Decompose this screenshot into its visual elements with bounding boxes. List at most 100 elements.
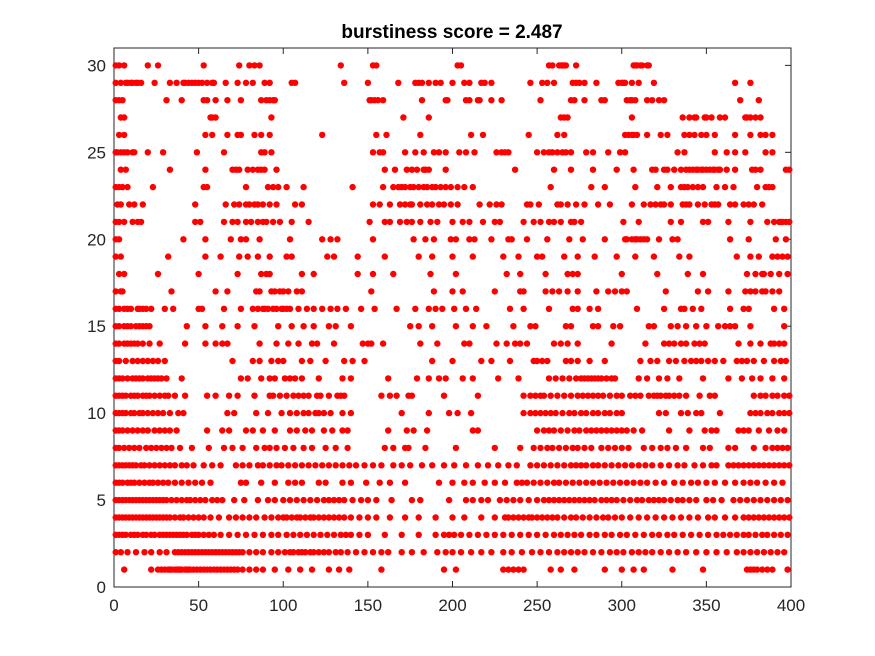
spike-point [508, 549, 515, 556]
spike-point [581, 97, 588, 104]
spike-point [544, 357, 551, 365]
spike-point [679, 531, 686, 538]
spike-point [203, 183, 211, 191]
spike-point [219, 427, 226, 434]
spike-point [572, 462, 580, 469]
spike-point [203, 97, 211, 104]
spike-point [386, 514, 394, 521]
spike-point [554, 462, 561, 469]
spike-point [527, 462, 534, 469]
spike-point [496, 218, 504, 226]
spike-point [137, 79, 145, 87]
spike-point [373, 131, 380, 139]
spike-point [293, 427, 300, 434]
spike-point [755, 462, 762, 469]
spike-point [298, 288, 306, 295]
spike-point [158, 375, 165, 382]
spike-point [474, 462, 482, 469]
spike-point [628, 201, 636, 208]
spike-point [320, 496, 328, 504]
spike-point [273, 444, 280, 452]
spike-point [691, 340, 698, 347]
spike-point [649, 531, 656, 538]
spike-point [664, 531, 671, 538]
spike-point [677, 409, 685, 417]
spike-point [774, 392, 781, 399]
spike-point [415, 323, 422, 330]
spike-point [574, 357, 581, 365]
spike-point [630, 166, 637, 173]
spike-point [696, 392, 703, 399]
spike-point [523, 236, 531, 243]
spike-point [144, 62, 151, 69]
spike-point [601, 566, 608, 573]
spike-point [285, 288, 292, 295]
spike-point [376, 201, 383, 208]
spike-point [760, 514, 768, 521]
spike-point [459, 288, 466, 295]
spike-point [449, 357, 456, 365]
spike-point [759, 531, 766, 538]
spike-point [451, 305, 458, 312]
y-tick-label: 25 [87, 143, 106, 162]
spike-point [577, 462, 585, 469]
spike-point [550, 79, 558, 87]
spike-point [442, 375, 449, 382]
x-tick-label: 100 [269, 596, 297, 615]
spike-point [574, 305, 581, 312]
spike-point [679, 496, 686, 504]
spike-point [308, 444, 316, 452]
spike-point [594, 392, 602, 399]
spike-point [608, 496, 615, 504]
spike-point [359, 340, 366, 347]
spike-point [374, 97, 382, 104]
spike-point [781, 392, 788, 399]
spike-point [703, 131, 710, 139]
spike-point [165, 253, 172, 260]
spike-point [633, 131, 641, 139]
spike-point [681, 357, 688, 365]
spike-point [258, 479, 265, 486]
spike-point [432, 305, 439, 312]
spike-point [181, 340, 189, 347]
spike-point [764, 409, 771, 417]
spike-point [701, 340, 708, 347]
spike-point [649, 444, 656, 452]
spike-point [757, 496, 764, 504]
spike-point [341, 357, 348, 365]
spike-point [225, 392, 233, 399]
spike-point [271, 427, 278, 434]
spike-point [173, 496, 180, 504]
spike-point [572, 375, 580, 382]
spike-point [457, 549, 465, 556]
spike-point [547, 183, 554, 191]
spike-point [139, 340, 146, 347]
spike-point [774, 427, 781, 434]
spike-point [163, 375, 170, 382]
spike-point [236, 62, 243, 69]
spike-point [234, 566, 241, 573]
spike-point [703, 114, 710, 121]
spike-point [737, 496, 744, 504]
spike-point [334, 305, 341, 312]
spike-point [566, 496, 573, 504]
spike-point [325, 323, 333, 330]
spike-point [297, 531, 304, 538]
spike-point [119, 183, 126, 191]
spike-point [435, 149, 443, 156]
spike-point [271, 479, 278, 486]
spike-point [611, 288, 619, 295]
spike-point [466, 97, 473, 104]
spike-point [178, 479, 185, 486]
spike-point [533, 357, 541, 365]
spike-point [784, 496, 791, 504]
spike-point [417, 131, 424, 139]
spike-point [425, 79, 432, 87]
spike-point [474, 392, 482, 399]
spike-point [649, 549, 656, 556]
spike-point [627, 514, 634, 521]
spike-point [173, 79, 180, 87]
spike-point [212, 97, 219, 104]
spike-point [379, 340, 387, 347]
